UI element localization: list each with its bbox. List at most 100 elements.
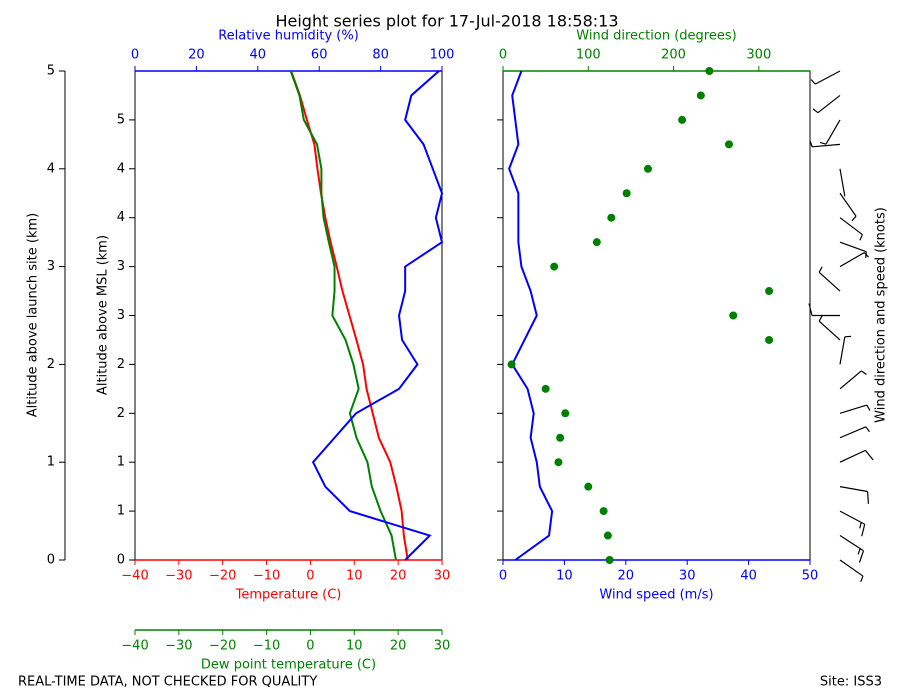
x-tick-label: −10 <box>253 569 280 584</box>
wind-barb <box>839 370 867 390</box>
wind-barb <box>839 510 866 537</box>
wind-barb <box>839 252 869 268</box>
wind-barb <box>809 140 841 148</box>
barbs-label: Wind direction and speed (knots) <box>874 207 889 423</box>
x-tick-label: 0 <box>499 48 507 63</box>
x-tick-label: −40 <box>121 569 148 584</box>
x-tick-label: 60 <box>311 48 328 63</box>
wind-barb <box>839 192 857 222</box>
y2-tick-label: 4 <box>117 210 125 225</box>
x-tick-label: 10 <box>556 569 573 584</box>
x-axis-label: Temperature (C) <box>235 588 342 603</box>
wind-barb <box>839 426 870 439</box>
direction-dot <box>554 458 563 467</box>
x-axis-label: Wind direction (degrees) <box>576 29 736 44</box>
direction-dot <box>561 409 570 418</box>
x-tick-label: −30 <box>165 639 192 654</box>
y2-tick-label: 2 <box>117 357 125 372</box>
x-axis-label: Wind speed (m/s) <box>599 588 713 603</box>
y-tick-label: 4 <box>47 161 55 176</box>
direction-dot <box>724 140 733 149</box>
x-tick-label: 80 <box>372 48 389 63</box>
y2-tick-label: 0 <box>117 553 125 568</box>
site-label: Site: ISS3 <box>820 675 882 690</box>
x-tick-label: 0 <box>306 639 314 654</box>
direction-dot <box>765 287 774 296</box>
y2-tick-label: 5 <box>117 112 125 127</box>
y2-tick-label: 4 <box>117 161 125 176</box>
x-tick-label: 50 <box>802 569 819 584</box>
y-tick-label: 2 <box>47 357 55 372</box>
x-tick-label: 20 <box>390 639 407 654</box>
x-tick-label: −40 <box>121 639 148 654</box>
wind-barb <box>839 486 870 504</box>
x-tick-label: 300 <box>746 48 771 63</box>
x-tick-label: −30 <box>165 569 192 584</box>
x-tick-label: 10 <box>346 639 363 654</box>
y2-tick-label: 3 <box>117 308 125 323</box>
wind-barb <box>808 303 840 317</box>
direction-dot <box>696 91 705 100</box>
direction-dot <box>607 213 616 222</box>
x-axis-label: Relative humidity (%) <box>218 29 359 44</box>
direction-dot <box>584 482 593 491</box>
profile-line <box>290 70 409 561</box>
direction-dot <box>729 311 738 320</box>
x-tick-label: 0 <box>306 569 314 584</box>
x-tick-label: 100 <box>576 48 601 63</box>
wind-barb <box>839 168 846 197</box>
wind-barb <box>839 335 852 365</box>
direction-dot <box>550 262 559 271</box>
x-tick-label: 0 <box>499 569 507 584</box>
direction-dot <box>507 360 516 369</box>
x-tick-label: 100 <box>430 48 455 63</box>
x-tick-label: 40 <box>740 569 757 584</box>
wind-barb <box>839 241 867 258</box>
y2-tick-label: 1 <box>117 504 125 519</box>
chart-title: Height series plot for 17-Jul-2018 18:58… <box>275 12 618 31</box>
x-tick-label: 10 <box>346 569 363 584</box>
wind-barb <box>810 70 841 85</box>
profile-line <box>508 70 554 561</box>
x-tick-label: −10 <box>253 639 280 654</box>
wind-barb <box>839 404 871 414</box>
direction-dot <box>603 531 612 540</box>
y2-axis-label: Altitude above MSL (km) <box>96 235 111 395</box>
direction-dot <box>622 189 631 198</box>
x-tick-label: −20 <box>209 639 236 654</box>
plot-frame <box>502 70 811 561</box>
y-tick-label: 1 <box>47 455 55 470</box>
x-tick-label: 20 <box>390 569 407 584</box>
direction-dot <box>599 507 608 516</box>
y2-tick-label: 3 <box>117 259 125 274</box>
x-tick-label: 30 <box>434 639 451 654</box>
wind-barb <box>818 315 841 341</box>
wind-barb <box>839 449 874 463</box>
x-tick-label: 20 <box>188 48 205 63</box>
direction-dot <box>605 556 614 564</box>
y2-tick-label: 2 <box>117 406 125 421</box>
direction-dot <box>705 67 714 75</box>
x-axis-label: Dew point temperature (C) <box>201 658 376 673</box>
y-tick-label: 5 <box>47 64 55 79</box>
footer-note: REAL-TIME DATA, NOT CHECKED FOR QUALITY <box>18 675 317 690</box>
y-tick-label: 0 <box>47 553 55 568</box>
direction-dot <box>592 238 601 247</box>
y-tick-label: 3 <box>47 259 55 274</box>
wind-barb <box>812 94 841 114</box>
x-tick-label: 30 <box>434 569 451 584</box>
x-tick-label: 30 <box>679 569 696 584</box>
wind-barb <box>839 535 865 563</box>
profile-line <box>311 70 444 561</box>
y-axis-label: Altitude above launch site (km) <box>26 213 41 417</box>
y2-tick-label: 1 <box>117 455 125 470</box>
x-tick-label: −20 <box>209 569 236 584</box>
direction-dot <box>556 433 565 442</box>
direction-dot <box>541 384 550 393</box>
x-tick-label: 200 <box>661 48 686 63</box>
direction-dot <box>643 164 652 173</box>
wind-barb <box>839 217 863 241</box>
x-tick-label: 20 <box>618 569 635 584</box>
direction-dot <box>765 335 774 344</box>
